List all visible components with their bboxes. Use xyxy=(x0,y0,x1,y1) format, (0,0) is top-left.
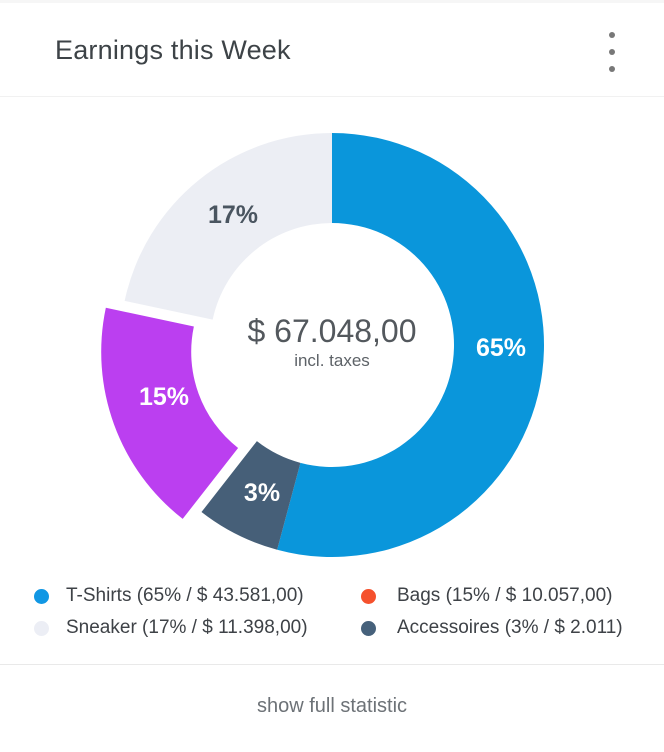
legend-column-right: Bags (15% / $ 10.057,00) Accessoires (3%… xyxy=(361,580,623,644)
total-earnings-amount: $ 67.048,00 xyxy=(247,313,417,349)
card-footer: show full statistic xyxy=(0,664,664,752)
legend-label: Bags (15% / $ 10.057,00) xyxy=(397,585,613,606)
donut-slice-bags[interactable] xyxy=(101,307,239,519)
bags-color-dot-icon xyxy=(361,588,376,604)
donut-slice-t-shirts[interactable] xyxy=(277,133,545,557)
slice-percent-label-bags: 15% xyxy=(139,383,189,411)
vertical-ellipsis-icon[interactable] xyxy=(600,30,624,74)
tshirts-color-dot-icon xyxy=(34,588,49,604)
ellipsis-dot xyxy=(609,66,615,72)
ellipsis-dot xyxy=(609,32,615,38)
donut-slice-sneaker[interactable] xyxy=(124,133,332,320)
donut-slice-accessoires[interactable] xyxy=(201,441,301,550)
slice-percent-label-t-shirts: 65% xyxy=(476,334,526,362)
total-earnings-note: incl. taxes xyxy=(294,351,370,370)
card-title: Earnings this Week xyxy=(55,35,291,65)
slice-percent-label-accessoires: 3% xyxy=(244,479,280,507)
legend-label: Accessoires (3% / $ 2.011) xyxy=(397,617,623,638)
donut-chart: 65% 3% 15% 17% $ 67.048,00 incl. taxes xyxy=(0,99,664,579)
slice-percent-label-sneaker: 17% xyxy=(208,201,258,229)
sneaker-color-dot-icon xyxy=(34,620,49,636)
ellipsis-dot xyxy=(609,49,615,55)
legend-label: T-Shirts (65% / $ 43.581,00) xyxy=(66,585,304,606)
legend-label: Sneaker (17% / $ 11.398,00) xyxy=(66,617,308,638)
legend-item-accessoires[interactable]: Accessoires (3% / $ 2.011) xyxy=(361,612,623,644)
show-full-statistic-link[interactable]: show full statistic xyxy=(256,695,408,717)
accessoires-color-dot-icon xyxy=(361,620,376,636)
legend-column-left: T-Shirts (65% / $ 43.581,00) Sneaker (17… xyxy=(34,580,308,644)
legend-item-bags[interactable]: Bags (15% / $ 10.057,00) xyxy=(361,580,623,612)
legend-item-sneaker[interactable]: Sneaker (17% / $ 11.398,00) xyxy=(34,612,308,644)
legend-item-tshirts[interactable]: T-Shirts (65% / $ 43.581,00) xyxy=(34,580,308,612)
card-header: Earnings this Week xyxy=(0,3,664,97)
donut-chart-svg: 65% 3% 15% 17% xyxy=(101,133,545,557)
